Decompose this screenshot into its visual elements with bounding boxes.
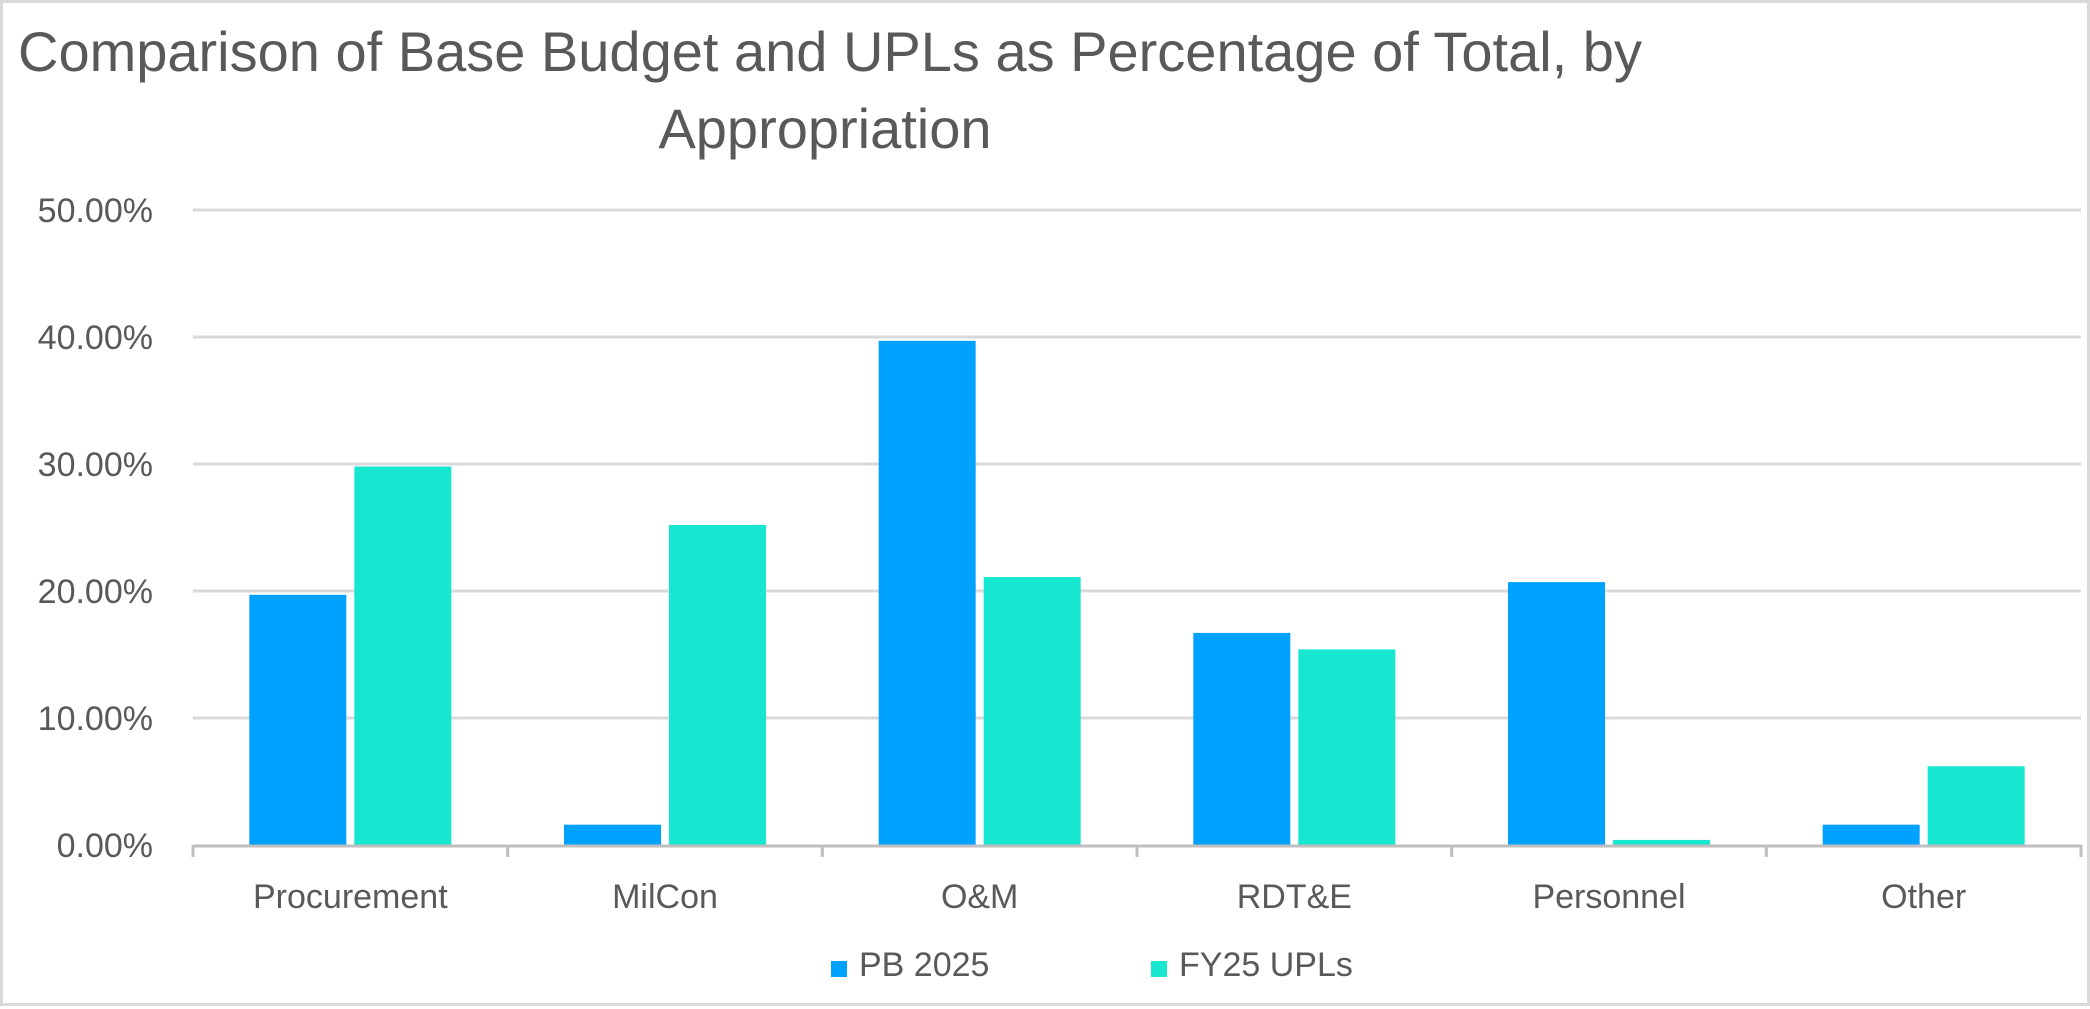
gridlines	[193, 208, 2081, 720]
x-axis	[191, 844, 2083, 857]
chart-title-line-2: Appropriation	[658, 97, 991, 160]
bar-fy25-upls-personnel	[1613, 839, 1710, 845]
y-tick-label: 50.00%	[38, 192, 153, 230]
legend-label: PB 2025	[859, 946, 989, 984]
x-tick-label: Procurement	[253, 878, 448, 916]
bar-pb-2025-procurement	[249, 594, 347, 845]
x-tick-label: MilCon	[612, 878, 718, 916]
bar-fy25-upls-procurement	[354, 466, 452, 845]
bar-pb-2025-other	[1822, 824, 1920, 845]
x-axis-ticks: Procurement MilCon O&M RDT&E Personnel Other	[253, 878, 1966, 916]
bar-fy25-upls-o-m	[983, 577, 1081, 845]
y-tick-label: 40.00%	[38, 319, 153, 357]
bars	[249, 340, 2025, 845]
bar-fy25-upls-other	[1927, 766, 2025, 845]
bar-pb-2025-o-m	[878, 340, 976, 845]
bar-chart: Comparison of Base Budget and UPLs as Pe…	[18, 20, 2083, 984]
bar-fy25-upls-milcon	[669, 524, 766, 845]
y-tick-label: 30.00%	[38, 446, 153, 484]
x-tick-label: O&M	[941, 878, 1018, 916]
bar-pb-2025-rdt-e	[1193, 632, 1291, 845]
y-axis-ticks: 0.00% 10.00% 20.00% 30.00% 40.00% 50.00%	[38, 192, 153, 865]
legend: PB 2025 FY25 UPLs	[831, 946, 1353, 984]
x-tick-label: RDT&E	[1237, 878, 1352, 916]
legend-swatch	[1151, 961, 1167, 977]
y-tick-label: 0.00%	[57, 827, 153, 865]
bar-pb-2025-milcon	[564, 824, 661, 845]
x-tick-label: Personnel	[1532, 878, 1685, 916]
bar-fy25-upls-rdt-e	[1298, 649, 1396, 845]
x-tick-label: Other	[1881, 878, 1966, 916]
bar-pb-2025-personnel	[1508, 582, 1605, 845]
chart-title-line-1: Comparison of Base Budget and UPLs as Pe…	[18, 20, 1642, 83]
y-tick-label: 10.00%	[38, 700, 153, 738]
legend-swatch	[831, 961, 847, 977]
y-tick-label: 20.00%	[38, 573, 153, 611]
legend-label: FY25 UPLs	[1179, 946, 1353, 984]
